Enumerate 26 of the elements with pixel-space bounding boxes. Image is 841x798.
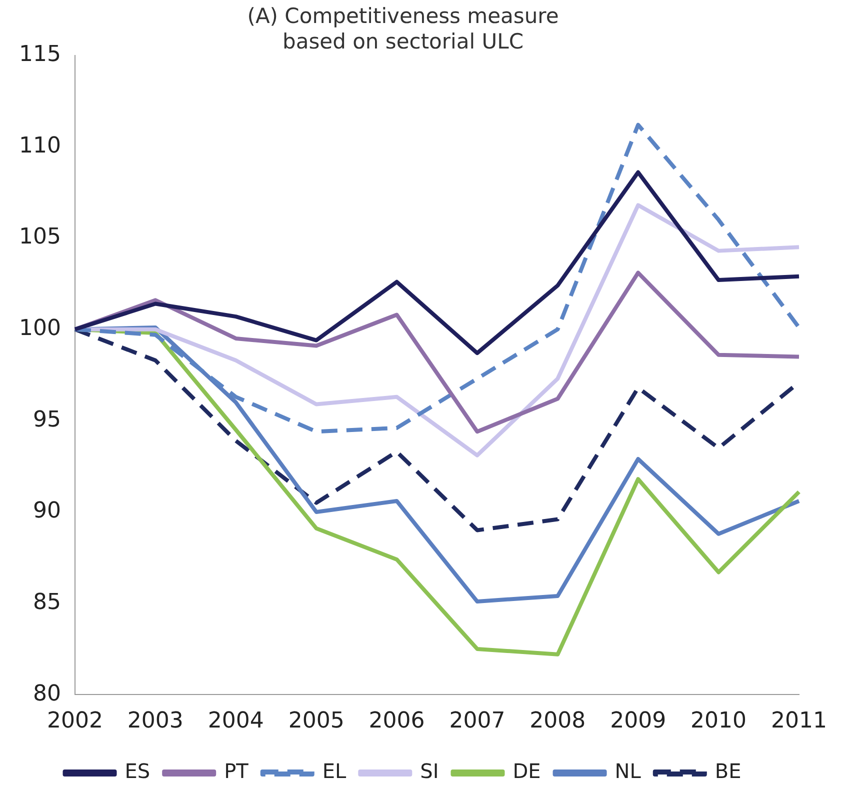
- y-tick-label: 100: [18, 316, 61, 342]
- x-tick-label: 2003: [127, 708, 184, 734]
- x-tick-label: 2005: [288, 708, 344, 734]
- legend-label: EL: [322, 759, 348, 784]
- legend-label: SI: [420, 759, 439, 784]
- legend-label: PT: [224, 759, 250, 784]
- y-tick-label: 80: [32, 681, 61, 706]
- legend-label: NL: [614, 759, 642, 784]
- legend-label: DE: [512, 759, 541, 784]
- legend-label: ES: [124, 759, 150, 784]
- x-tick-label: 2002: [46, 708, 103, 734]
- y-tick-label: 95: [32, 407, 61, 432]
- y-tick-label: 115: [18, 42, 61, 68]
- x-tick-label: 2009: [610, 708, 666, 734]
- chart-title: (A) Competitiveness measure based on sectorial ULC: [247, 4, 559, 54]
- y-tick-label: 85: [32, 590, 61, 616]
- y-tick-label: 105: [18, 224, 61, 250]
- x-tick-label: 2006: [368, 708, 425, 734]
- y-tick-label: 110: [18, 133, 61, 158]
- x-tick-label: 2011: [771, 708, 828, 734]
- x-tick-label: 2010: [690, 708, 747, 734]
- x-tick-label: 2007: [449, 708, 506, 734]
- x-tick-label: 2004: [208, 708, 264, 734]
- x-tick-label: 2008: [530, 708, 586, 734]
- legend-label: BE: [714, 759, 742, 784]
- y-tick-label: 90: [32, 498, 61, 524]
